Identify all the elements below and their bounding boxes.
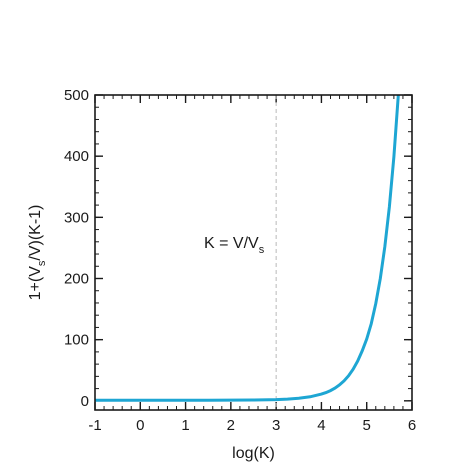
y-tick-label: 300 (64, 209, 89, 226)
y-tick-label: 100 (64, 332, 89, 349)
x-tick-label: 2 (227, 417, 235, 434)
x-tick-label: 0 (136, 417, 144, 434)
y-axis-label-part1: 1+(V (27, 266, 44, 301)
x-tick-label: 6 (408, 417, 416, 434)
minor-ticks (94, 94, 413, 410)
y-tick-label: 0 (81, 393, 89, 410)
y-axis-label-part2: /V)(K-1) (27, 205, 44, 261)
x-tick-labels: -1 0 1 2 3 4 5 6 (88, 417, 416, 434)
y-tick-label: 400 (64, 148, 89, 165)
x-tick-label: 3 (272, 417, 280, 434)
y-tick-label: 500 (64, 87, 89, 104)
y-axis-label-subscript: s (36, 260, 48, 266)
x-tick-label: 5 (363, 417, 371, 434)
annotation-main: K = V/V (204, 235, 259, 252)
y-tick-labels: 0 100 200 300 400 500 (64, 87, 89, 410)
y-tick-label: 200 (64, 270, 89, 287)
major-ticks (94, 94, 413, 410)
x-tick-label: 4 (317, 417, 325, 434)
x-tick-label: -1 (88, 417, 101, 434)
y-axis-label: 1+(Vs/V)(K-1) (27, 205, 48, 301)
x-axis-label: log(K) (232, 445, 275, 462)
series-line (95, 95, 400, 402)
plot-frame (94, 94, 413, 411)
annotation-subscript: s (259, 244, 265, 256)
x-tick-label: 1 (181, 417, 189, 434)
annotation-k-equals: K = V/Vs (204, 235, 265, 256)
